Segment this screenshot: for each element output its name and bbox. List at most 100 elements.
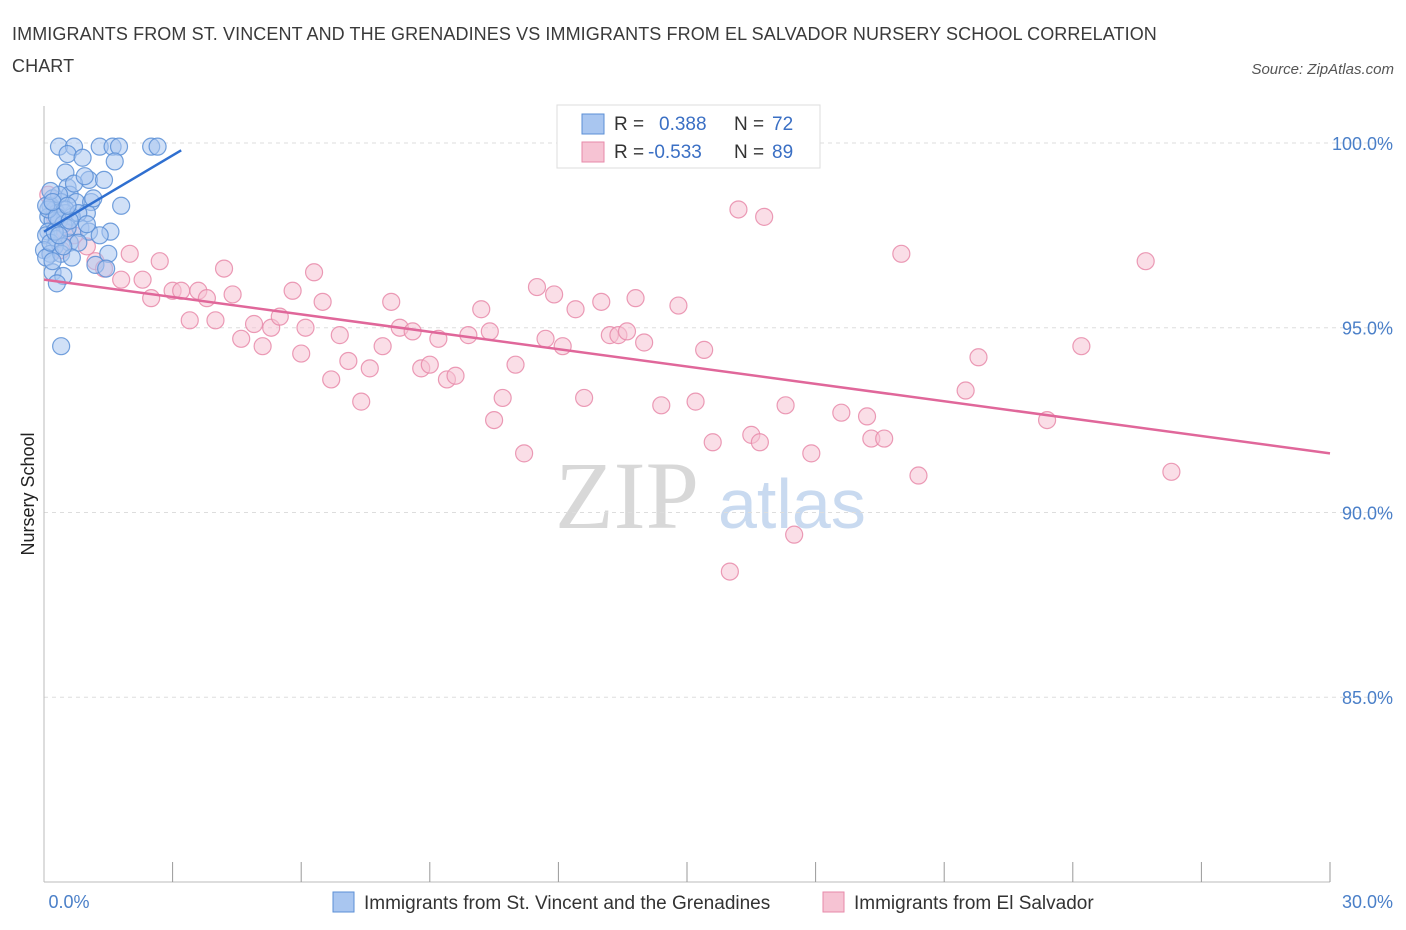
el-salvador-point	[956, 381, 975, 400]
y-axis-title: Nursery School	[18, 432, 38, 555]
chart-title: IMMIGRANTS FROM ST. VINCENT AND THE GREN…	[12, 24, 1157, 76]
st-vincent-point	[43, 252, 62, 271]
st-vincent-point	[73, 148, 92, 167]
el-salvador-point	[720, 562, 739, 581]
el-salvador-point	[553, 337, 572, 356]
el-salvador-point	[750, 433, 769, 452]
el-salvador-point	[909, 466, 928, 485]
el-salvador-point	[112, 270, 131, 289]
el-salvador-point	[180, 311, 199, 330]
y-tick-label: 90.0%	[1342, 503, 1393, 523]
st-vincent-point	[105, 152, 124, 171]
el-salvador-point	[545, 285, 564, 304]
st-vincent-point	[77, 215, 96, 234]
st-vincent-point	[75, 167, 94, 186]
watermark-zip: ZIP	[555, 442, 699, 549]
legend-swatch-blue	[581, 113, 605, 135]
el-salvador-point	[575, 388, 594, 408]
el-salvador-point	[755, 207, 774, 226]
el-salvador-trend-line	[43, 278, 1331, 455]
el-salvador-point	[1136, 252, 1155, 271]
el-salvador-point	[360, 359, 379, 378]
st-vincent-point	[58, 196, 77, 215]
el-salvador-point	[322, 370, 341, 389]
el-salvador-point	[480, 322, 499, 341]
el-salvador-point	[857, 407, 877, 426]
st-vincent-point	[58, 144, 77, 164]
st-vincent-point	[112, 196, 131, 215]
bottom-legend-swatch-pink	[822, 891, 845, 913]
el-salvador-point	[652, 396, 671, 415]
x-ticks	[172, 862, 1331, 882]
st-vincent-point	[90, 226, 109, 245]
el-salvador-point	[1072, 337, 1091, 356]
el-salvador-point	[373, 337, 392, 356]
correlation-legend: R = 0.388 N = 72 R = -0.533 N = 89	[556, 104, 821, 169]
x-tick-label-max: 30.0%	[1342, 892, 1393, 912]
el-salvador-point	[283, 281, 302, 300]
el-salvador-point	[485, 410, 504, 430]
el-salvador-point	[703, 433, 722, 452]
el-salvador-point	[617, 322, 637, 341]
el-salvador-point	[382, 292, 401, 311]
legend-n-value-blue: 72	[772, 114, 793, 135]
el-salvador-point	[785, 525, 804, 544]
el-salvador-point	[253, 337, 272, 356]
st-vincent-point	[43, 192, 62, 212]
el-salvador-point	[832, 403, 851, 422]
y-tick-label: 85.0%	[1342, 688, 1393, 708]
grid-lines	[44, 142, 1396, 698]
el-salvador-point	[120, 244, 139, 263]
el-salvador-point	[1162, 462, 1181, 481]
el-salvador-point	[296, 318, 315, 337]
trend-lines	[43, 149, 1331, 455]
el-salvador-point	[493, 388, 512, 408]
el-salvador-point	[313, 292, 332, 311]
el-salvador-point	[566, 300, 585, 319]
el-salvador-point	[292, 344, 311, 363]
el-salvador-point	[626, 289, 645, 308]
el-salvador-point	[669, 296, 688, 315]
st-vincent-point	[97, 259, 116, 278]
st-vincent-point	[49, 226, 69, 245]
el-salvador-point	[686, 392, 705, 411]
el-salvador-point	[695, 340, 714, 359]
el-salvador-point	[214, 259, 234, 278]
y-tick-label: 100.0%	[1332, 134, 1393, 154]
x-tick-label-min: 0.0%	[48, 892, 89, 912]
y-tick-label: 95.0%	[1342, 319, 1393, 339]
el-salvador-point	[304, 263, 324, 282]
st-vincent-point	[148, 137, 167, 156]
source-label: Source: ZipAtlas.com	[1251, 61, 1394, 78]
legend-swatch-pink	[581, 141, 605, 163]
el-salvador-point	[446, 366, 465, 385]
el-salvador-point	[206, 311, 225, 330]
el-salvador-point	[592, 292, 611, 311]
legend-n-label-blue: N =	[734, 114, 764, 135]
el-salvador-point	[197, 289, 216, 308]
el-salvador-point	[776, 396, 795, 415]
el-salvador-point	[352, 392, 371, 411]
el-salvador-point	[339, 351, 358, 371]
st-vincent-point	[52, 337, 71, 356]
el-salvador-point	[527, 277, 547, 297]
el-salvador-point	[536, 329, 555, 348]
el-salvador-point	[150, 252, 169, 271]
st-vincent-trend-line	[43, 149, 182, 233]
legend-r-label-pink: R =	[614, 142, 644, 163]
el-salvador-point	[244, 314, 264, 334]
legend-r-value-pink: -0.533	[648, 142, 702, 163]
el-salvador-point	[969, 348, 988, 367]
el-salvador-point	[472, 300, 491, 319]
el-salvador-point	[729, 200, 748, 219]
y-tick-labels: 85.0% 90.0% 95.0% 100.0%	[1332, 134, 1393, 708]
legend-n-label-pink: N =	[734, 142, 764, 163]
bottom-legend-label-pink: Immigrants from El Salvador	[854, 893, 1094, 914]
el-salvador-point	[420, 355, 439, 374]
series-legend: Immigrants from St. Vincent and the Gren…	[332, 891, 1094, 914]
el-salvador-point	[892, 244, 911, 263]
el-salvador-point	[635, 333, 654, 352]
legend-r-label-blue: R =	[614, 114, 644, 135]
el-salvador-point	[232, 329, 251, 348]
